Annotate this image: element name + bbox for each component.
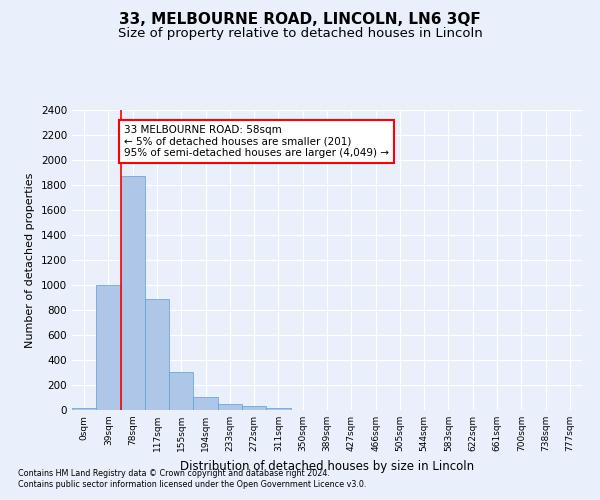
Text: Contains public sector information licensed under the Open Government Licence v3: Contains public sector information licen… — [18, 480, 367, 489]
Bar — [121, 176, 145, 410]
Bar — [169, 372, 193, 410]
Text: Size of property relative to detached houses in Lincoln: Size of property relative to detached ho… — [118, 28, 482, 40]
Bar — [266, 408, 290, 410]
Text: 33, MELBOURNE ROAD, LINCOLN, LN6 3QF: 33, MELBOURNE ROAD, LINCOLN, LN6 3QF — [119, 12, 481, 28]
Bar — [193, 397, 218, 410]
Text: 33 MELBOURNE ROAD: 58sqm
← 5% of detached houses are smaller (201)
95% of semi-d: 33 MELBOURNE ROAD: 58sqm ← 5% of detache… — [124, 125, 389, 158]
Bar — [96, 285, 121, 410]
Bar — [218, 404, 242, 410]
X-axis label: Distribution of detached houses by size in Lincoln: Distribution of detached houses by size … — [180, 460, 474, 472]
Text: Contains HM Land Registry data © Crown copyright and database right 2024.: Contains HM Land Registry data © Crown c… — [18, 468, 330, 477]
Bar — [145, 298, 169, 410]
Bar — [242, 406, 266, 410]
Bar — [72, 408, 96, 410]
Y-axis label: Number of detached properties: Number of detached properties — [25, 172, 35, 348]
